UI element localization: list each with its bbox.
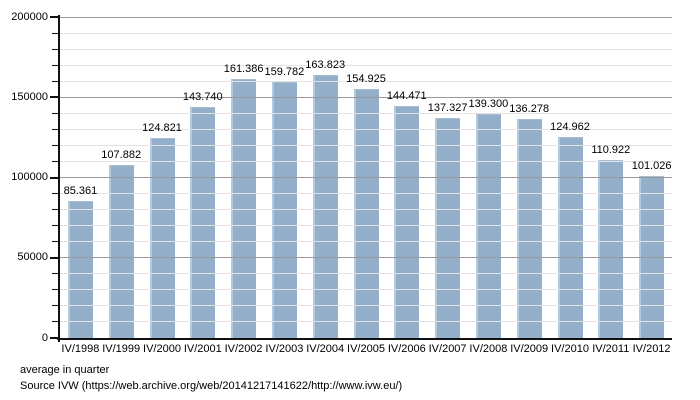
x-tick-label: IV/1998 — [61, 343, 100, 355]
y-tick-label: 50000 — [17, 251, 48, 264]
x-tick-label: IV/2000 — [143, 343, 181, 355]
y-axis-tick — [50, 96, 58, 99]
bar — [516, 119, 542, 338]
y-tick-label: 150000 — [11, 90, 48, 103]
bar-value-label: 110.922 — [591, 144, 631, 156]
gridline-major — [60, 96, 672, 98]
bar — [149, 138, 175, 338]
bar — [394, 106, 420, 338]
bar — [557, 137, 583, 338]
x-axis-line — [57, 338, 672, 340]
y-axis-tick — [52, 193, 58, 195]
y-axis-tick — [52, 144, 58, 146]
bar-value-label: 136.278 — [509, 103, 550, 115]
x-tick-label: IV/2011 — [592, 343, 630, 355]
bar — [639, 176, 665, 338]
y-axis-tick — [52, 225, 58, 227]
gridline-minor — [60, 305, 672, 307]
gridline-minor — [60, 112, 672, 114]
y-axis-tick — [52, 321, 58, 323]
y-axis-tick — [52, 209, 58, 211]
y-axis-tick — [52, 112, 58, 114]
bar-value-label: 139.300 — [468, 98, 509, 110]
y-axis-tick — [50, 256, 58, 259]
gridline-minor — [60, 273, 672, 275]
gridline-minor — [60, 128, 672, 130]
bar-value-label: 144.471 — [386, 90, 427, 102]
y-axis-tick — [50, 337, 58, 339]
y-tick-label: 0 — [41, 331, 48, 344]
bar-value-label: 101.026 — [631, 160, 672, 172]
bar — [435, 118, 461, 338]
bar-value-label: 85.361 — [63, 185, 98, 197]
bar-value-label: 107.882 — [101, 149, 142, 161]
y-axis-tick — [50, 16, 58, 18]
gridline-minor — [60, 225, 672, 227]
bar — [190, 107, 216, 338]
gridline-minor — [60, 32, 672, 34]
x-tick-label: IV/2001 — [183, 343, 222, 355]
gridline-minor — [60, 48, 672, 50]
x-tick-label: IV/2003 — [265, 343, 304, 355]
bar-value-label: 161.386 — [223, 63, 264, 75]
y-axis-tick — [52, 32, 58, 34]
bar — [353, 89, 379, 338]
y-axis-line — [58, 15, 60, 342]
gridline-minor — [60, 80, 672, 82]
gridline-minor — [60, 209, 672, 211]
x-tick-label: IV/2012 — [632, 343, 671, 355]
x-tick-label: IV/1999 — [102, 343, 141, 355]
x-tick-label: IV/2002 — [224, 343, 263, 355]
y-axis-tick — [52, 160, 58, 162]
plot-area: 85.361 107.882 124.821 143.740 161.386 159.78… — [60, 16, 672, 338]
source-note: Source IVW (https://web.archive.org/web/… — [20, 380, 403, 392]
y-axis-tick — [52, 128, 58, 130]
bar-value-label: 137.327 — [427, 102, 468, 114]
gridline-minor — [60, 289, 672, 291]
bar — [312, 75, 338, 338]
x-tick-label: IV/2007 — [428, 343, 467, 355]
y-axis-tick — [52, 48, 58, 50]
y-axis-tick — [52, 80, 58, 82]
footer-note: average in quarter — [20, 364, 110, 376]
y-axis-tick — [52, 305, 58, 307]
y-axis-tick — [52, 289, 58, 291]
x-tick-label: IV/2010 — [551, 343, 589, 355]
bar-value-label: 154.925 — [346, 73, 386, 85]
gridline-minor — [60, 144, 672, 146]
bar-value-label: 163.823 — [305, 59, 346, 71]
y-tick-label: 200000 — [11, 10, 48, 23]
y-axis-tick — [52, 64, 58, 66]
gridline-minor — [60, 160, 672, 162]
gridline-minor — [60, 193, 672, 195]
x-tick-label: IV/2008 — [469, 343, 508, 355]
gridline-major — [60, 177, 672, 178]
gridline-minor — [60, 241, 672, 243]
bar — [108, 165, 134, 338]
y-axis-tick — [52, 241, 58, 243]
x-tick-label: IV/2004 — [306, 343, 345, 355]
bar-value-label: 143.740 — [182, 91, 223, 103]
bar — [67, 201, 93, 338]
bar-value-label: 124.962 — [550, 121, 590, 133]
gridline-minor — [60, 64, 672, 66]
gridline-minor — [60, 321, 672, 323]
x-tick-label: IV/2006 — [387, 343, 426, 355]
gridline-major — [60, 16, 672, 18]
gridline-major — [60, 257, 672, 259]
x-tick-label: IV/2009 — [510, 343, 549, 355]
bar — [231, 79, 257, 338]
x-tick-label: IV/2005 — [347, 343, 385, 355]
y-tick-label: 100000 — [11, 171, 48, 183]
bar — [598, 160, 624, 338]
y-axis-tick — [52, 273, 58, 275]
bar-value-label: 159.782 — [264, 66, 305, 78]
bar-value-label: 124.821 — [142, 122, 182, 134]
y-axis-tick — [50, 176, 58, 179]
